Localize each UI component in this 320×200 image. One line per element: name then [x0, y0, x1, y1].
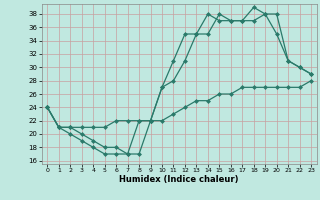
- X-axis label: Humidex (Indice chaleur): Humidex (Indice chaleur): [119, 175, 239, 184]
